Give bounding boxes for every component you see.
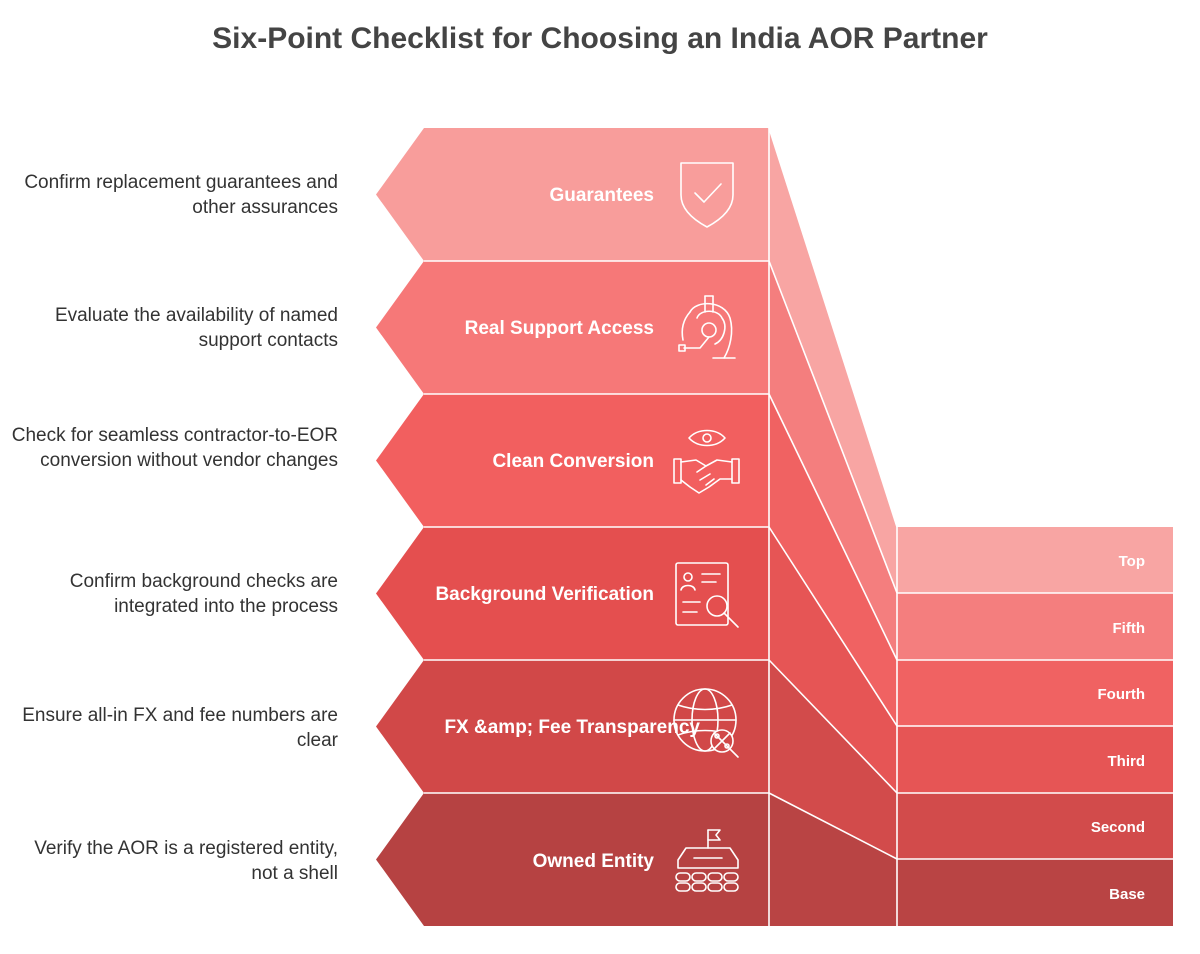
rank-label-second: Second: [1091, 819, 1145, 836]
level-blocks: [376, 128, 769, 926]
rank-bar-base: [897, 859, 1173, 926]
rank-label-fourth: Fourth: [1098, 686, 1145, 703]
level-title-fx-fee-transparency: FX &amp; Fee Transparency: [444, 717, 700, 738]
level-block-clean-conversion: [376, 394, 769, 527]
level-block-background-verification: [376, 527, 769, 660]
rank-label-fifth: Fifth: [1113, 620, 1145, 637]
rank-bar-fourth: [897, 660, 1173, 726]
rank-bar-third: [897, 726, 1173, 793]
rank-bar-second: [897, 793, 1173, 859]
page-title: Six-Point Checklist for Choosing an Indi…: [212, 22, 988, 55]
rank-bars: [897, 527, 1173, 926]
level-block-real-support-access: [376, 261, 769, 394]
level-title-real-support-access: Real Support Access: [465, 318, 654, 339]
level-title-owned-entity: Owned Entity: [533, 851, 655, 872]
flag-vehicle-icon: [675, 829, 739, 892]
id-card-search-icon: [675, 562, 739, 628]
rank-bar-top: [897, 527, 1173, 593]
rank-label-third: Third: [1108, 753, 1146, 770]
level-title-clean-conversion: Clean Conversion: [492, 451, 654, 472]
level-block-owned-entity: [376, 793, 769, 926]
headset-support-icon: [678, 295, 736, 359]
level-description-real-support-access: Evaluate the availability of named suppo…: [54, 305, 338, 351]
rank-label-base: Base: [1109, 886, 1145, 903]
level-title-background-verification: Background Verification: [435, 584, 654, 605]
level-block-guarantees: [376, 128, 769, 261]
level-block-fx-fee-transparency: [376, 660, 769, 793]
rank-label-top: Top: [1119, 553, 1145, 570]
level-description-owned-entity: Verify the AOR is a registered entity, n…: [34, 838, 338, 884]
level-description-background-verification: Confirm background checks are integrated…: [69, 571, 338, 617]
shield-check-icon: [680, 162, 734, 228]
globe-percent-icon: [673, 688, 739, 758]
separator-lines: [424, 127, 1173, 926]
level-description-clean-conversion: Check for seamless contractor-to-EOR con…: [11, 425, 338, 471]
level-description-fx-fee-transparency: Ensure all-in FX and fee numbers are cle…: [22, 705, 338, 751]
level-description-guarantees: Confirm replacement guarantees and other…: [24, 172, 338, 218]
level-title-guarantees: Guarantees: [549, 185, 654, 206]
side-face-base: [769, 793, 897, 926]
handshake-eye-icon: [673, 429, 740, 494]
rank-bar-fifth: [897, 593, 1173, 660]
